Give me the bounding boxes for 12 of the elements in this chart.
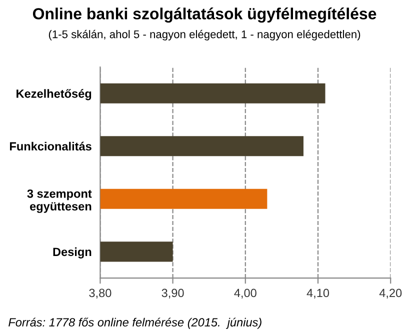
x-tick-label: 4,00 [234, 288, 256, 299]
y-tick-label: Kezelhetőség [16, 89, 92, 100]
y-tick-label: Funkcionalitás [10, 142, 92, 151]
chart-title: Online banki szolgáltatások ügyfélmegítélése [32, 8, 376, 23]
x-tick-label: 3,80 [89, 288, 112, 299]
text: Forrás: 1778 fős online felmérése (2015. június) [8, 318, 262, 329]
x-tick-label: 4,10 [306, 288, 330, 299]
y-tick-label: Design [53, 247, 92, 258]
x-tick-label: 4,20 [379, 288, 402, 299]
x-tick-label: 3,90 [162, 288, 184, 299]
chart-subtitle: (1-5 skálán, ahol 5 - nagyon elégedett, 1 - nagyon elégedettlen) [48, 30, 360, 40]
y-tick-label: 3 szempont együttesen [27, 189, 92, 213]
